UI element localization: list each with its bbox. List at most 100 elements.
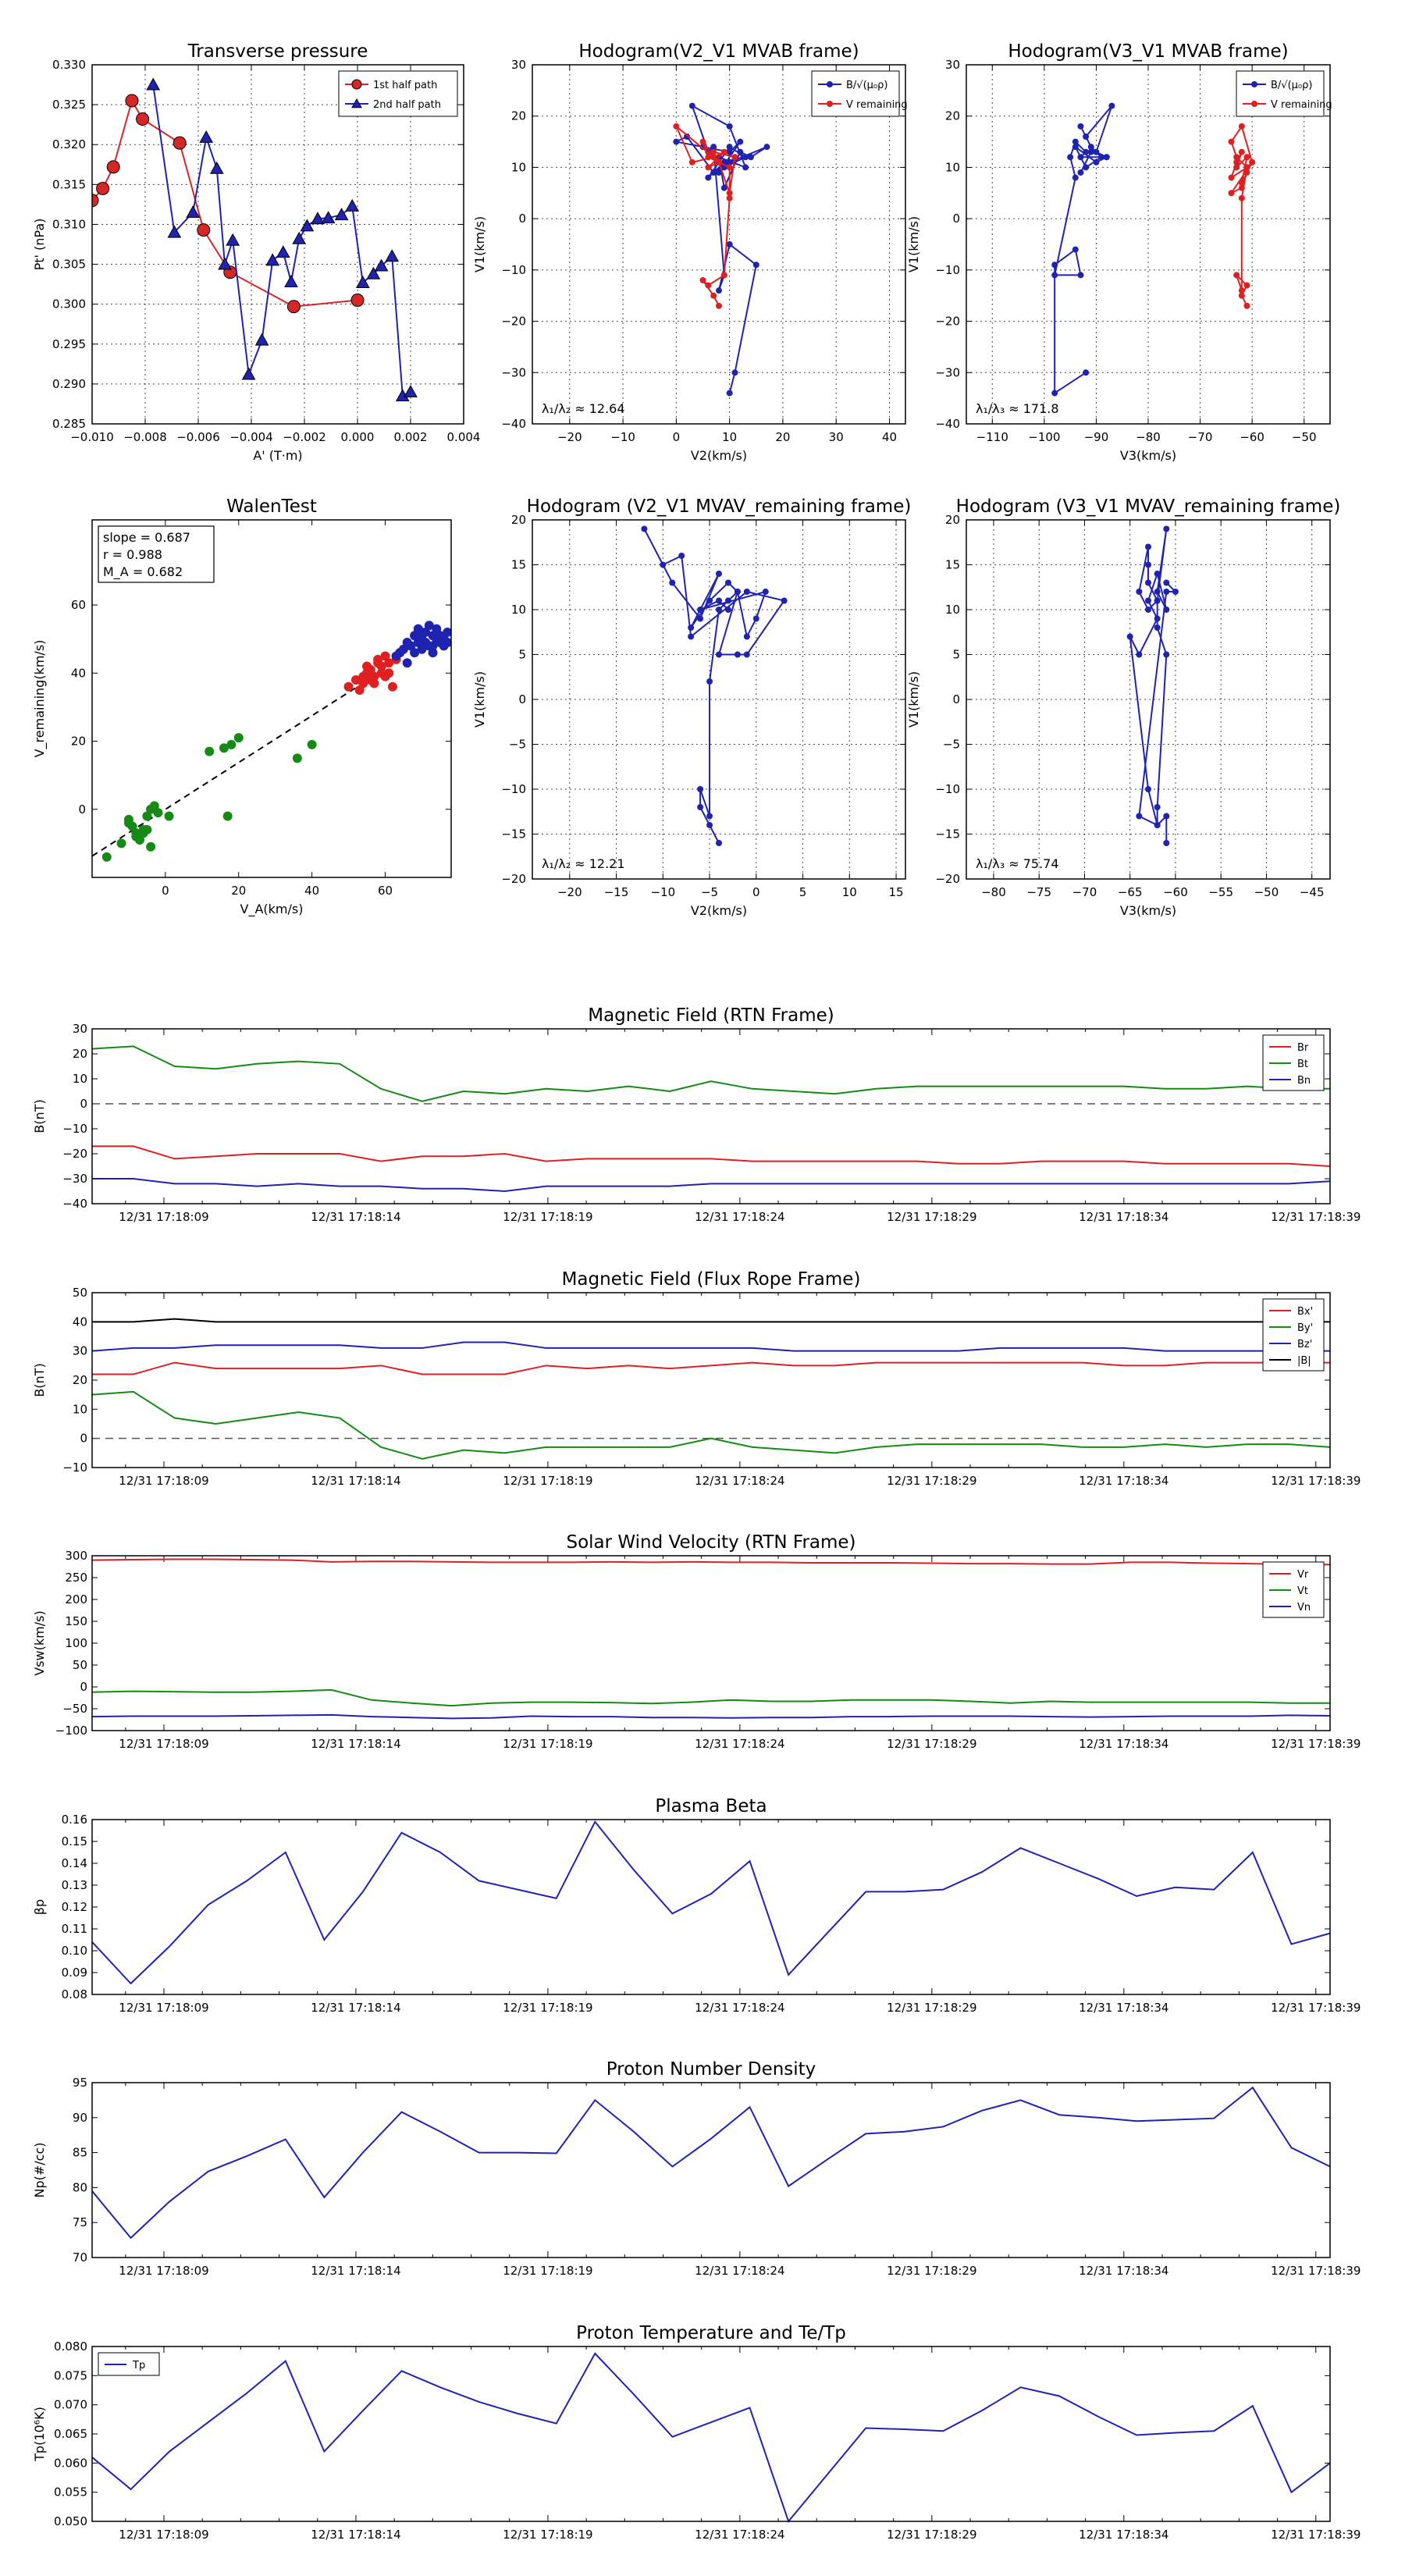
- y-tick-label: −40: [501, 417, 526, 431]
- x-tick-label: 12/31 17:18:09: [119, 2001, 208, 2015]
- x-tick-label: 12/31 17:18:34: [1079, 2528, 1168, 2542]
- chart-title: WalenTest: [226, 496, 317, 517]
- data-point: [1163, 589, 1169, 595]
- y-tick-label: −10: [501, 782, 526, 796]
- y-tick-label: −5: [943, 738, 960, 752]
- data-point: [1051, 272, 1058, 278]
- y-tick-label: −30: [501, 365, 526, 379]
- data-point: [725, 607, 731, 613]
- data-point: [351, 294, 364, 307]
- data-point: [727, 164, 733, 170]
- data-point: [1163, 652, 1169, 658]
- y-tick-label: 10: [511, 160, 526, 174]
- data-point: [1239, 287, 1245, 294]
- y-tick-label: 0.310: [52, 217, 86, 231]
- plot-border: [92, 1029, 1330, 1204]
- legend-label: V remaining: [846, 99, 908, 111]
- x-tick-label: 12/31 17:18:34: [1079, 2001, 1168, 2015]
- y-tick-label: 300: [65, 1549, 87, 1563]
- x-tick-label: −100: [1028, 430, 1060, 444]
- x-tick-label: −0.008: [123, 430, 167, 444]
- y-tick-label: 0.12: [62, 1900, 87, 1914]
- data-point: [1083, 133, 1089, 140]
- y-tick-label: −20: [935, 872, 960, 886]
- data-point: [1093, 159, 1099, 165]
- x-tick-label: −15: [604, 885, 629, 899]
- y-tick-label: −100: [55, 1724, 87, 1738]
- series-line-B: [1130, 529, 1176, 844]
- x-tick-label: −90: [1084, 430, 1109, 444]
- x-tick-label: −0.002: [283, 430, 326, 444]
- data-point: [1072, 175, 1079, 181]
- x-tick-label: −80: [981, 885, 1006, 899]
- x-tick-label: 12/31 17:18:24: [695, 2264, 784, 2278]
- data-point: [1172, 589, 1179, 595]
- chart-vsw: Solar Wind Velocity (RTN Frame) −100 −50 0 5…: [32, 1532, 1361, 1751]
- data-point: [1154, 598, 1161, 604]
- data-point: [1108, 103, 1115, 109]
- y-tick-label: 30: [511, 58, 526, 72]
- x-tick-label: 12/31 17:18:14: [311, 1210, 400, 1224]
- data-point: [147, 79, 159, 90]
- scatter-point-blue: [436, 631, 445, 640]
- data-point: [197, 224, 210, 237]
- chart-title: Transverse pressure: [187, 41, 368, 62]
- data-point: [716, 598, 722, 604]
- series-line-Bz': [92, 1342, 1330, 1350]
- x-tick-label: 12/31 17:18:29: [887, 1474, 976, 1488]
- data-point: [716, 287, 722, 294]
- data-point: [706, 598, 713, 604]
- scatter-point-green: [117, 838, 126, 848]
- legend-label: |B|: [1297, 1355, 1311, 1367]
- y-tick-label: 30: [73, 1022, 87, 1036]
- chart-np: Proton Number Density70758085909512/31 1…: [32, 2059, 1361, 2278]
- data-point: [1136, 589, 1142, 595]
- chart-title: Hodogram (V3_V1 MVAV_remaining frame): [956, 496, 1341, 517]
- x-tick-label: 12/31 17:18:19: [503, 1474, 592, 1488]
- y-tick-label: −30: [62, 1172, 87, 1186]
- data-point: [700, 139, 706, 145]
- legend-label: B/√(μ₀ρ): [846, 80, 887, 91]
- y-tick-label: −10: [935, 263, 960, 277]
- y-tick-label: 5: [518, 648, 526, 662]
- y-tick-label: 0.14: [62, 1856, 87, 1870]
- y-tick-label: 0.09: [62, 1966, 87, 1980]
- data-point: [1154, 822, 1161, 828]
- y-tick-label: 10: [945, 603, 960, 617]
- data-point: [753, 616, 759, 622]
- data-point: [404, 386, 417, 397]
- legend-label: Vt: [1297, 1585, 1308, 1597]
- y-tick-label: 40: [73, 1315, 87, 1329]
- chart-mag_fr: Magnetic Field (Flux Rope Frame)−1001020…: [32, 1269, 1361, 1488]
- data-point: [710, 293, 717, 299]
- data-point: [287, 301, 300, 313]
- data-point: [737, 139, 743, 145]
- y-tick-label: 0.060: [54, 2456, 87, 2470]
- y-tick-label: 40: [71, 666, 86, 680]
- y-tick-label: 85: [73, 2146, 87, 2160]
- x-tick-label: −60: [1240, 430, 1264, 444]
- data-point: [641, 526, 647, 532]
- data-point: [1163, 607, 1169, 613]
- data-point: [763, 589, 769, 595]
- y-tick-label: 20: [73, 1047, 87, 1061]
- x-tick-label: 0.000: [341, 430, 375, 444]
- scatter-point-blue: [395, 648, 404, 657]
- scatter-point-red: [344, 682, 354, 692]
- data-point: [737, 149, 743, 155]
- data-point: [173, 137, 186, 149]
- x-tick-label: 12/31 17:18:39: [1271, 1737, 1361, 1751]
- data-point: [727, 390, 733, 397]
- legend-marker: [1251, 101, 1257, 107]
- y-axis-label: V1(km/s): [472, 216, 487, 272]
- scatter-point-green: [234, 733, 244, 742]
- y-axis-label: Vsw(km/s): [32, 1610, 47, 1675]
- scatter-point-blue: [403, 658, 412, 667]
- data-point: [673, 123, 679, 130]
- y-tick-label: −10: [62, 1122, 87, 1136]
- y-tick-label: 20: [511, 109, 526, 123]
- y-tick-label: 10: [945, 160, 960, 174]
- x-tick-label: −60: [1163, 885, 1188, 899]
- x-tick-label: 12/31 17:18:19: [503, 2001, 592, 2015]
- scatter-point-green: [153, 808, 162, 817]
